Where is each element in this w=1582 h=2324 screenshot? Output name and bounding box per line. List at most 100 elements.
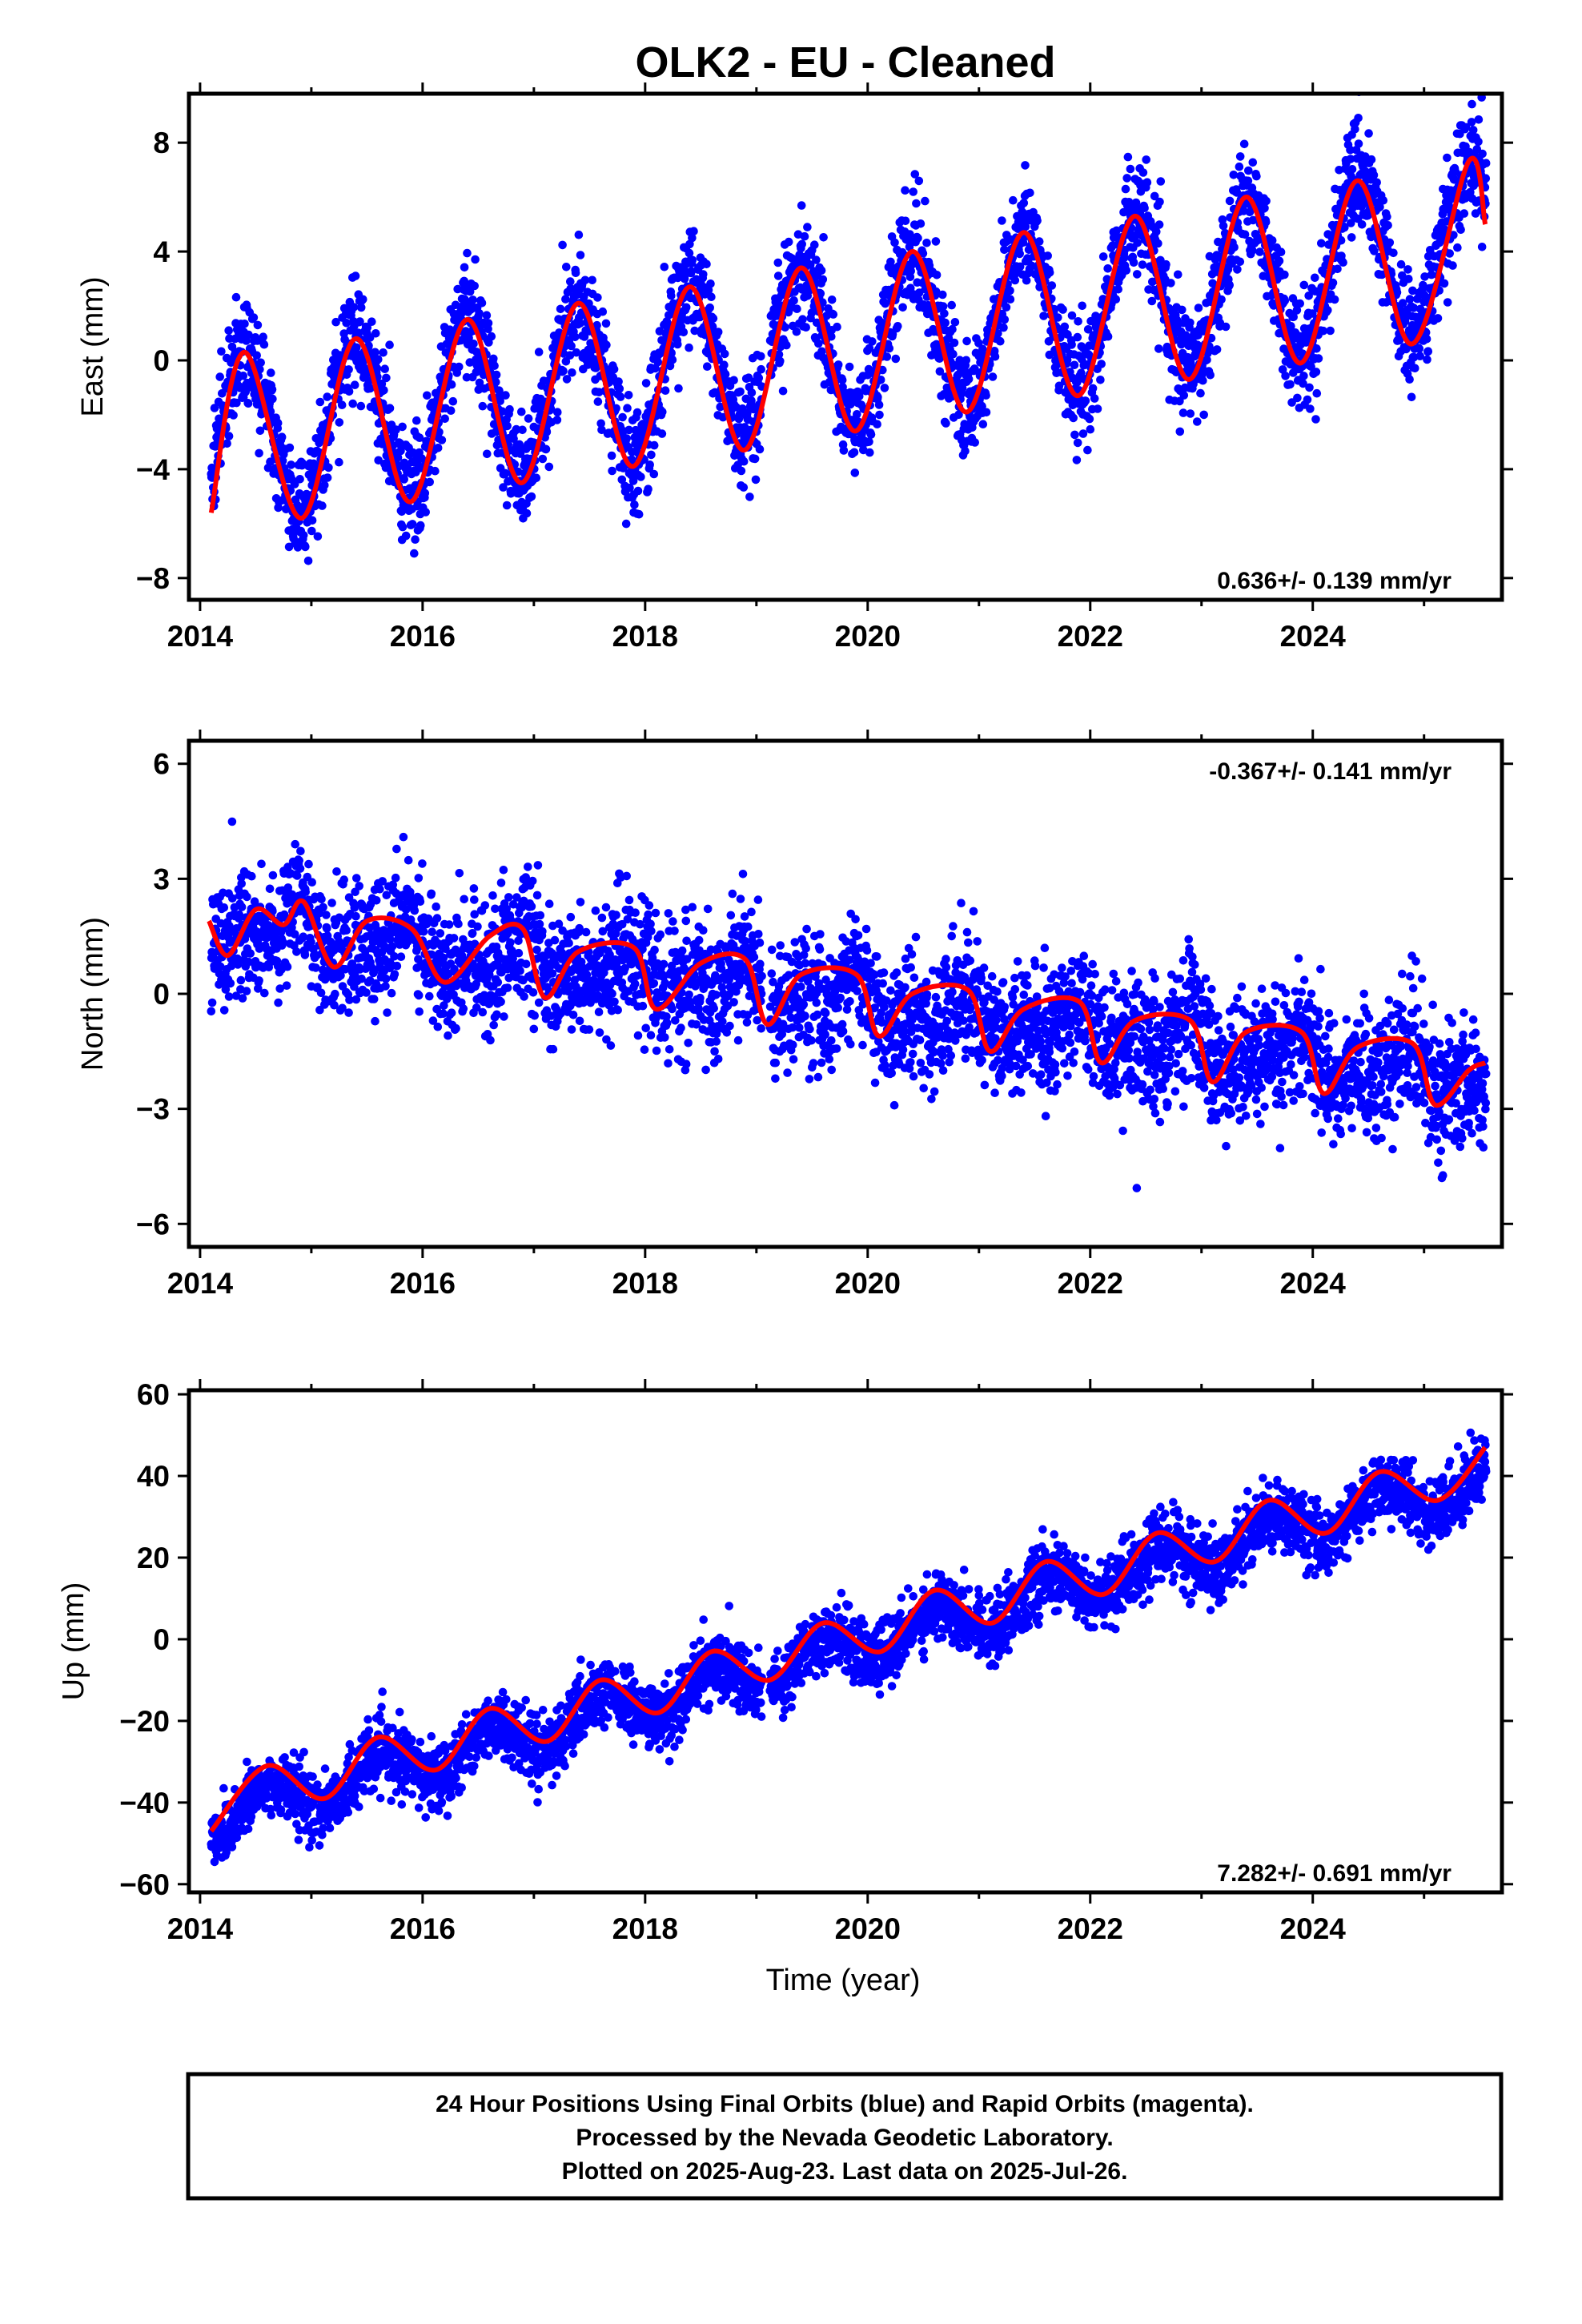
north-point [503,983,512,992]
east-point [592,320,601,330]
east-point [1375,203,1384,211]
east-point [1289,312,1298,322]
east-point [538,454,548,464]
east-point [447,380,456,389]
east-point [580,275,590,285]
north-point [381,974,391,983]
north-point [439,1009,448,1018]
east-point [625,483,634,493]
east-point [1083,325,1093,334]
north-point [238,994,247,1003]
east-point [914,288,924,297]
east-point [962,356,971,365]
north-point [295,856,304,865]
north-point [243,892,251,902]
east-point [1027,261,1037,271]
east-point [1085,414,1094,424]
east-point [1468,99,1476,109]
east-point [954,410,963,420]
east-point [342,319,351,328]
east-point [277,432,287,441]
north-point [296,846,305,856]
north-point [299,932,308,941]
east-point [1306,404,1315,413]
east-point [556,304,565,314]
east-point [313,532,323,541]
east-point [1122,266,1131,275]
north-point [600,968,608,977]
east-point [918,249,928,258]
east-point [1093,404,1102,413]
north-point [468,929,477,938]
east-point [1150,191,1159,201]
east-point [910,170,920,179]
east-point [215,372,225,381]
east-point [1311,368,1321,376]
north-point [454,919,463,928]
east-point [709,314,718,323]
east-point [1138,260,1147,269]
east-point [865,344,874,353]
east-point [774,350,784,359]
north-point [336,971,345,980]
east-point [812,318,821,328]
east-point [412,416,421,425]
north-point [459,1004,468,1013]
east-point [472,368,481,377]
north-point [383,1008,391,1017]
east-point [576,319,584,328]
north-point [291,839,300,849]
east-point [1221,322,1231,332]
east-point [1307,362,1315,372]
east-point [255,448,263,458]
east-y-tick-label: 0 [153,344,170,377]
east-point [1286,380,1295,389]
east-point [938,302,948,311]
east-point [359,295,367,304]
east-point [1354,139,1363,148]
east-point [618,412,627,422]
north-point [290,930,299,939]
east-point [1328,278,1338,287]
north-point [508,900,518,909]
east-point [492,370,501,380]
east-point [1155,197,1164,207]
east-point [1319,326,1328,336]
east-point [597,425,606,435]
east-point [366,384,375,393]
east-point [1481,159,1491,167]
east-point [1280,270,1289,279]
east-point [1162,259,1170,269]
east-point [922,239,931,247]
north-point [227,817,237,826]
east-point [990,352,1000,361]
north-point [472,1003,481,1012]
east-point [1194,304,1203,312]
east-point [801,323,810,332]
north-point [428,1016,438,1025]
east-point [1045,268,1054,277]
east-point [544,462,554,472]
east-point [522,509,532,518]
east-point [350,380,359,390]
east-point [483,449,492,459]
north-point [581,927,591,937]
east-point [645,460,654,469]
east-point [1383,212,1391,221]
east-point [1372,178,1381,187]
east-point [1443,153,1452,163]
east-point [492,377,500,387]
east-point [1126,164,1135,174]
north-point [616,946,625,955]
east-point [1225,280,1234,290]
north-point [496,997,505,1007]
east-point [1443,298,1452,307]
east-point [1026,188,1034,198]
east-point [1074,317,1082,326]
east-point [363,323,372,332]
east-point [542,428,552,436]
east-point [471,255,480,264]
east-point [865,448,874,457]
north-point [480,901,490,910]
